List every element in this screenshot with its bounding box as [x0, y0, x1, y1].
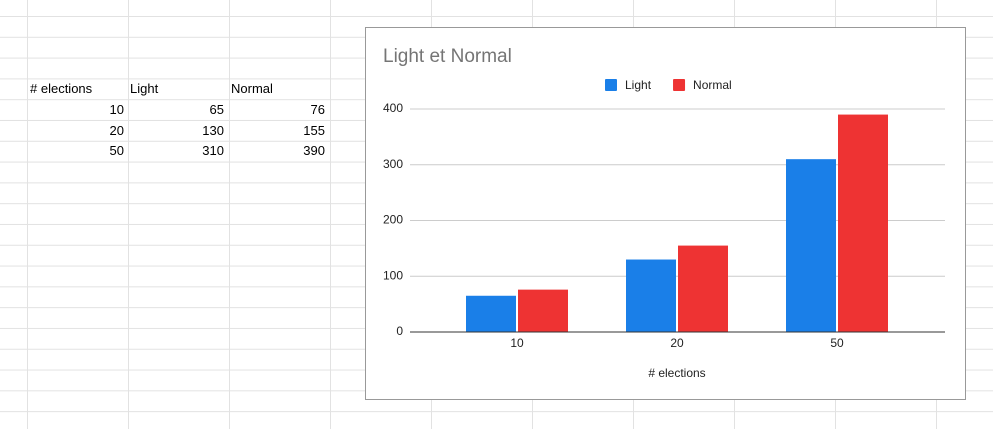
table-cell: 65	[209, 101, 224, 117]
table-cell: 76	[310, 101, 325, 117]
bar	[466, 295, 516, 332]
chart-title: Light et Normal	[383, 46, 512, 67]
header-cell: Normal	[231, 81, 273, 96]
legend-label: Normal	[693, 78, 732, 92]
table-cell: 390	[303, 143, 325, 159]
x-axis-label: # elections	[648, 366, 705, 380]
y-tick-label: 200	[383, 213, 403, 227]
header-cell: # elections	[30, 81, 93, 96]
y-tick-label: 300	[383, 157, 403, 171]
x-tick-label: 20	[670, 336, 684, 350]
bar	[518, 289, 568, 332]
table-cell: 20	[109, 122, 124, 138]
header-cell: Light	[130, 81, 159, 96]
table-cell: 130	[202, 122, 224, 138]
table-cell: 50	[109, 143, 124, 159]
legend-swatch	[605, 79, 617, 91]
bar	[678, 245, 728, 332]
legend-label: Light	[625, 78, 652, 92]
y-tick-label: 400	[383, 101, 403, 115]
table-cell: 310	[202, 143, 224, 159]
x-tick-label: 50	[830, 336, 844, 350]
table-cell: 10	[109, 101, 124, 117]
bar	[786, 159, 836, 332]
bar	[838, 114, 888, 332]
table-cell: 155	[303, 122, 325, 138]
y-tick-label: 0	[396, 324, 403, 338]
bar	[626, 259, 676, 332]
y-tick-label: 100	[383, 268, 403, 282]
x-tick-label: 10	[510, 336, 524, 350]
legend-swatch	[673, 79, 686, 91]
